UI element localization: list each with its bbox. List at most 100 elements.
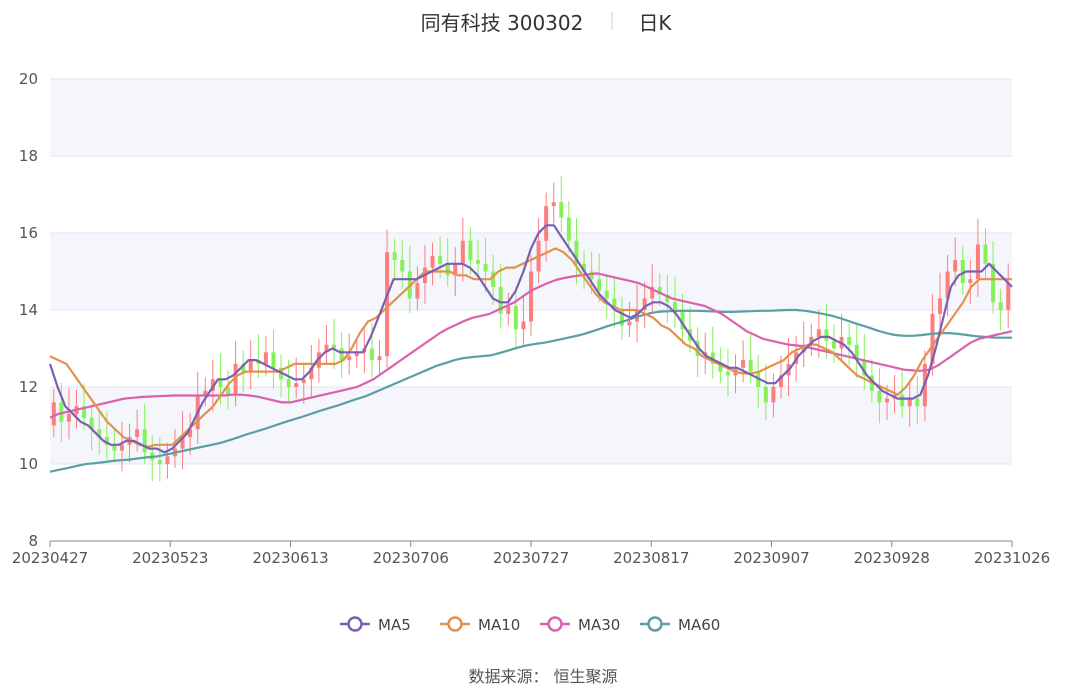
- candle-down: [483, 263, 488, 272]
- candle-down: [695, 340, 700, 357]
- candle-down: [241, 363, 246, 372]
- candle-down: [498, 286, 503, 314]
- candle-up: [460, 240, 465, 264]
- candle-up: [801, 344, 806, 353]
- x-tick-label: 20230706: [373, 549, 449, 567]
- legend-item-ma60[interactable]: MA60: [640, 616, 720, 634]
- candle-down: [112, 444, 117, 451]
- y-tick-label: 20: [19, 70, 38, 88]
- candle-up: [316, 352, 321, 368]
- candle-up: [809, 336, 814, 345]
- plot-area: 8 10 12 14 16 18 20 20230427 20230523 20230613 202…: [12, 70, 1050, 567]
- candle-down: [400, 259, 405, 272]
- candle-up: [529, 271, 533, 322]
- candle-up: [66, 413, 71, 422]
- candle-up: [953, 259, 958, 272]
- candle-up: [203, 390, 208, 395]
- candle-up: [309, 367, 314, 380]
- candle-down: [710, 352, 715, 364]
- candle-up: [907, 398, 912, 407]
- x-tick-label: 20230727: [493, 549, 569, 567]
- candle-down: [718, 363, 723, 372]
- candle-down: [680, 310, 685, 330]
- candle-down: [748, 360, 753, 372]
- candle-down: [983, 244, 988, 264]
- candle-up: [778, 375, 783, 387]
- candle-down: [612, 298, 617, 310]
- candle-down: [672, 302, 677, 310]
- candle-down: [900, 394, 905, 407]
- candle-down: [89, 417, 94, 430]
- legend-item-ma30[interactable]: MA30: [540, 616, 620, 634]
- candle-up: [650, 286, 655, 299]
- candle-up: [294, 383, 299, 387]
- line-ma60: [49, 308, 1012, 473]
- legend-marker: [347, 616, 363, 632]
- legend-marker: [647, 616, 663, 632]
- legend-item-ma10[interactable]: MA10: [440, 616, 520, 634]
- candle-down: [877, 390, 882, 403]
- candle-up: [324, 344, 329, 353]
- candle-up: [430, 256, 435, 268]
- candle-down: [619, 310, 624, 326]
- candle-down: [59, 402, 64, 422]
- candle-down: [831, 340, 836, 349]
- candle-down: [218, 379, 223, 387]
- chart-period: 日K: [638, 11, 672, 35]
- plot-band: [50, 79, 1012, 156]
- candle-down: [862, 360, 867, 376]
- y-tick-label: 12: [19, 378, 38, 396]
- candle-up: [301, 379, 306, 384]
- candle-up: [385, 252, 390, 357]
- candle-up: [188, 429, 193, 438]
- candle-up: [233, 363, 238, 395]
- candle-up: [945, 271, 950, 299]
- legend[interactable]: MA5 MA10 MA30 MA60: [340, 616, 720, 634]
- y-tick-label: 8: [28, 532, 38, 550]
- candle-down: [665, 294, 670, 303]
- candle-down: [445, 263, 450, 276]
- candle-up: [975, 244, 980, 280]
- x-tick-label: 20230928: [854, 549, 930, 567]
- candle-up: [938, 298, 943, 314]
- legend-item-ma5[interactable]: MA5: [340, 616, 411, 634]
- candle-up: [741, 360, 746, 368]
- candle-down: [589, 271, 594, 280]
- candle-down: [725, 371, 730, 376]
- plot-band: [50, 387, 1012, 464]
- candle-down: [271, 352, 276, 368]
- candle-up: [930, 313, 935, 364]
- line-ma5: [48, 224, 1013, 454]
- legend-marker: [547, 616, 563, 632]
- candle-down: [286, 379, 291, 387]
- candle-up: [180, 437, 185, 449]
- legend-marker: [447, 616, 463, 632]
- chart-title: 同有科技 300302: [421, 11, 584, 35]
- candle-up: [347, 356, 352, 361]
- candle-up: [354, 352, 359, 357]
- candle-down: [226, 387, 231, 395]
- candle-down: [339, 348, 344, 361]
- candle-down: [854, 344, 859, 361]
- candle-up: [135, 429, 140, 438]
- candle-down: [657, 286, 662, 295]
- candle-down: [566, 217, 571, 241]
- y-tick-label: 16: [19, 224, 38, 242]
- candle-down: [763, 387, 768, 403]
- candle-down: [157, 460, 162, 464]
- candle-down: [960, 259, 965, 284]
- candle-down: [513, 306, 518, 330]
- candle-up: [544, 206, 549, 241]
- candle-down: [847, 336, 852, 345]
- candle-up: [885, 398, 890, 403]
- x-tick-label: 20230613: [252, 549, 328, 567]
- candle-up: [248, 360, 253, 372]
- line-ma10: [49, 247, 1012, 448]
- candle-up: [263, 352, 268, 364]
- candle-up: [968, 279, 973, 284]
- candle-down: [574, 240, 579, 264]
- candle-down: [475, 259, 480, 264]
- candle-up: [415, 283, 420, 299]
- line-ma30: [49, 272, 1013, 419]
